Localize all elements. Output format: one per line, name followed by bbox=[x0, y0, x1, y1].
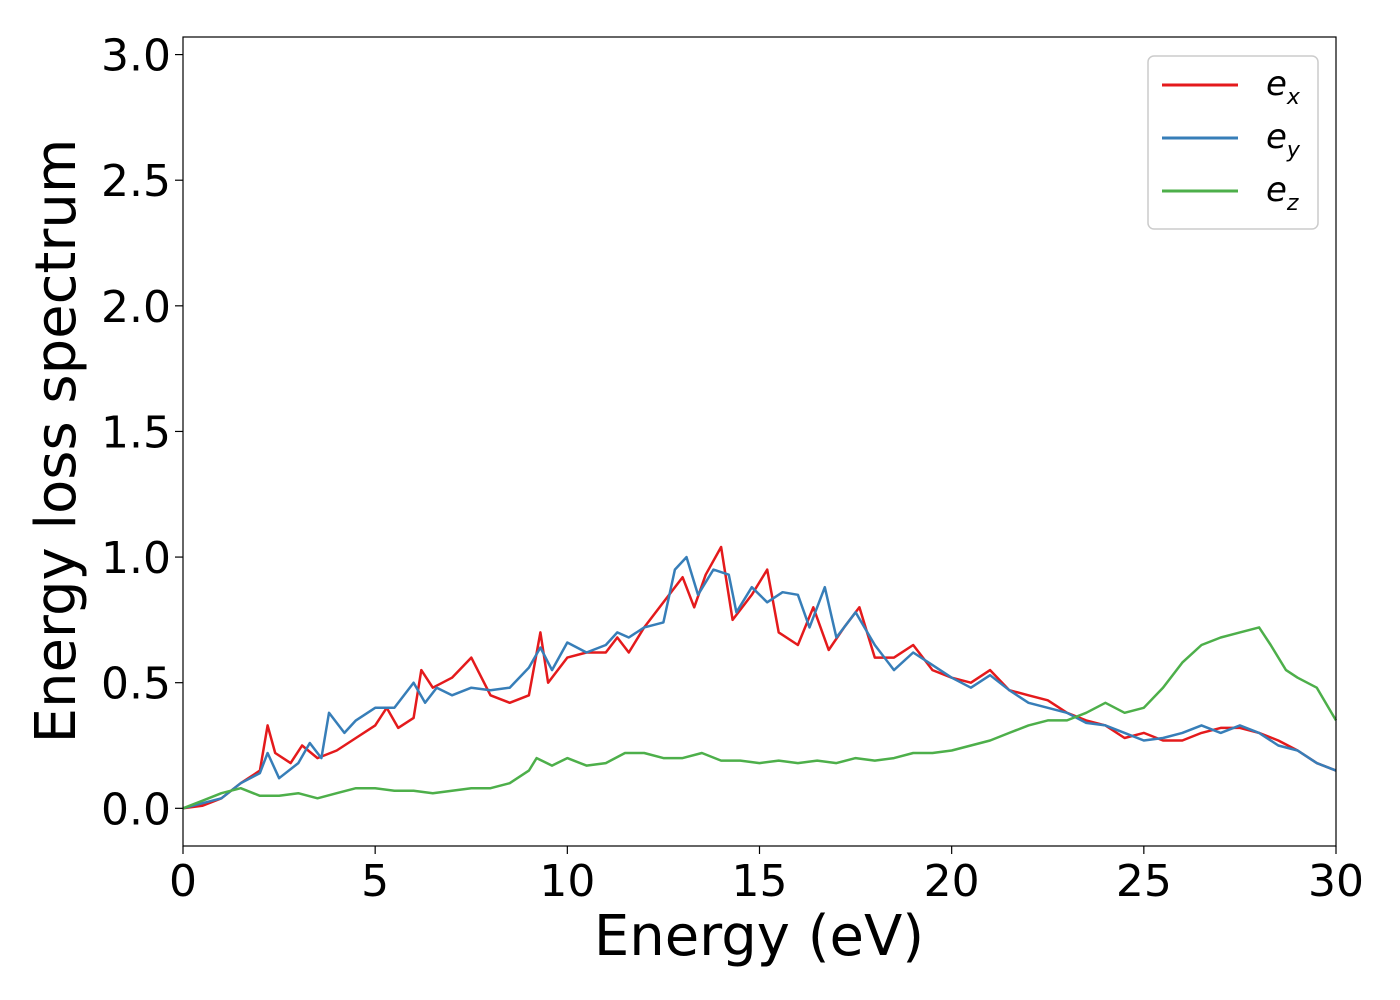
y-tick-label: 1.5 bbox=[101, 407, 171, 458]
x-tick-label: 25 bbox=[1116, 856, 1172, 907]
x-tick-label: 30 bbox=[1308, 856, 1364, 907]
y-axis-title: Energy loss spectrum bbox=[24, 139, 89, 744]
y-tick-label: 0.0 bbox=[101, 784, 171, 835]
x-axis-ticks: 0 5 10 15 20 25 30 bbox=[169, 846, 1364, 907]
legend-box bbox=[1147, 55, 1319, 230]
series-line-e-y bbox=[182, 555, 1337, 810]
y-tick-label: 2.5 bbox=[101, 156, 171, 207]
x-axis-title: Energy (eV) bbox=[594, 904, 924, 969]
y-tick-label: 0.5 bbox=[101, 659, 171, 710]
y-tick-label: 3.0 bbox=[101, 31, 171, 82]
series-line-e-z bbox=[182, 626, 1338, 810]
plot-lines bbox=[182, 545, 1338, 810]
x-tick-label: 20 bbox=[924, 856, 980, 907]
y-tick-label: 2.0 bbox=[101, 282, 171, 333]
x-tick-label: 0 bbox=[169, 856, 197, 907]
y-tick-label: 1.0 bbox=[101, 533, 171, 584]
series-line-e-x bbox=[182, 545, 1337, 810]
x-tick-label: 5 bbox=[361, 856, 389, 907]
x-tick-label: 10 bbox=[539, 856, 595, 907]
x-tick-label: 15 bbox=[732, 856, 788, 907]
y-axis-ticks: 0.0 0.5 1.0 1.5 2.0 2.5 3.0 bbox=[101, 31, 183, 835]
